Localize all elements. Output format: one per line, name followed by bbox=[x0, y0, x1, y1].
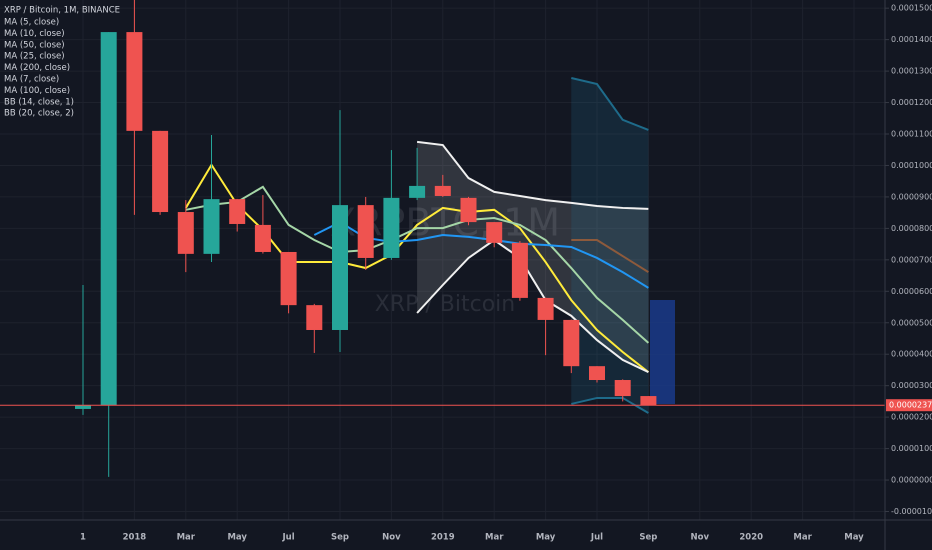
candle-body bbox=[100, 32, 117, 406]
x-tick-label: May bbox=[536, 533, 556, 543]
indicator-line bbox=[571, 77, 649, 131]
candle-body bbox=[75, 405, 91, 409]
x-tick-label: Jul bbox=[590, 533, 603, 543]
candle-body bbox=[486, 222, 503, 243]
candle-body bbox=[229, 199, 246, 224]
indicator-line bbox=[416, 238, 649, 374]
x-tick-label: Nov bbox=[691, 533, 710, 543]
legend-entry: MA (7, close) bbox=[4, 75, 59, 85]
candle-body bbox=[280, 251, 297, 306]
legend-entry: MA (200, close) bbox=[4, 63, 70, 73]
indicator-lines bbox=[184, 77, 650, 414]
legend-entry: MA (100, close) bbox=[4, 86, 70, 96]
legend-entry: BB (14, close, 1) bbox=[4, 97, 74, 107]
legend-entry: MA (50, close) bbox=[4, 40, 65, 50]
watermark: XRP / Bitcoin bbox=[375, 292, 515, 317]
candle-body bbox=[589, 366, 605, 381]
candle-body bbox=[537, 297, 554, 320]
x-tick-label: 2018 bbox=[123, 533, 147, 543]
candle-body bbox=[434, 185, 451, 196]
x-tick-label: 2019 bbox=[431, 533, 455, 543]
x-tick-label: Mar bbox=[485, 533, 504, 543]
x-tick-label: May bbox=[227, 533, 247, 543]
y-tick-label: 0.00000000 bbox=[891, 476, 932, 485]
candle-body bbox=[357, 205, 374, 258]
legend-entry: BB (20, close, 2) bbox=[4, 109, 74, 119]
candle-body bbox=[614, 380, 631, 397]
candle-body bbox=[640, 396, 657, 406]
candle-body bbox=[306, 305, 323, 330]
candle-body bbox=[177, 212, 194, 254]
x-tick-label: Nov bbox=[382, 533, 401, 543]
x-tick-label: Sep bbox=[331, 533, 349, 543]
candle-body bbox=[254, 224, 271, 252]
legend-entry: MA (10, close) bbox=[4, 29, 65, 39]
indicator-line bbox=[185, 185, 650, 344]
x-tick-label: Sep bbox=[639, 533, 657, 543]
last-price-label: 0.00002379 bbox=[889, 401, 932, 410]
x-tick-label: Mar bbox=[177, 533, 196, 543]
projection-box bbox=[650, 300, 675, 404]
candle-body bbox=[460, 197, 477, 223]
x-tick-label: Jul bbox=[282, 533, 295, 543]
x-tick-label: May bbox=[844, 533, 864, 543]
x-tick-label: Mar bbox=[793, 533, 812, 543]
candle-body bbox=[126, 32, 143, 131]
candle-body bbox=[332, 205, 348, 330]
legend-entry: MA (5, close) bbox=[4, 18, 59, 28]
candle-body bbox=[563, 319, 580, 367]
last-price-tag bbox=[886, 399, 932, 412]
indicator-line bbox=[571, 239, 649, 273]
candle-body bbox=[152, 130, 169, 213]
indicator-line bbox=[416, 140, 649, 210]
band-fill bbox=[571, 78, 649, 414]
chart-title: XRP / Bitcoin, 1M, BINANCE bbox=[4, 6, 120, 16]
candle-body bbox=[409, 185, 426, 198]
x-tick-label: 1 bbox=[80, 533, 86, 543]
legend-entry: MA (25, close) bbox=[4, 52, 65, 62]
candle-body bbox=[203, 199, 220, 254]
candle-body bbox=[383, 197, 400, 258]
candle-body bbox=[511, 242, 528, 298]
candles bbox=[75, 0, 657, 477]
x-tick-label: 2020 bbox=[739, 533, 763, 543]
